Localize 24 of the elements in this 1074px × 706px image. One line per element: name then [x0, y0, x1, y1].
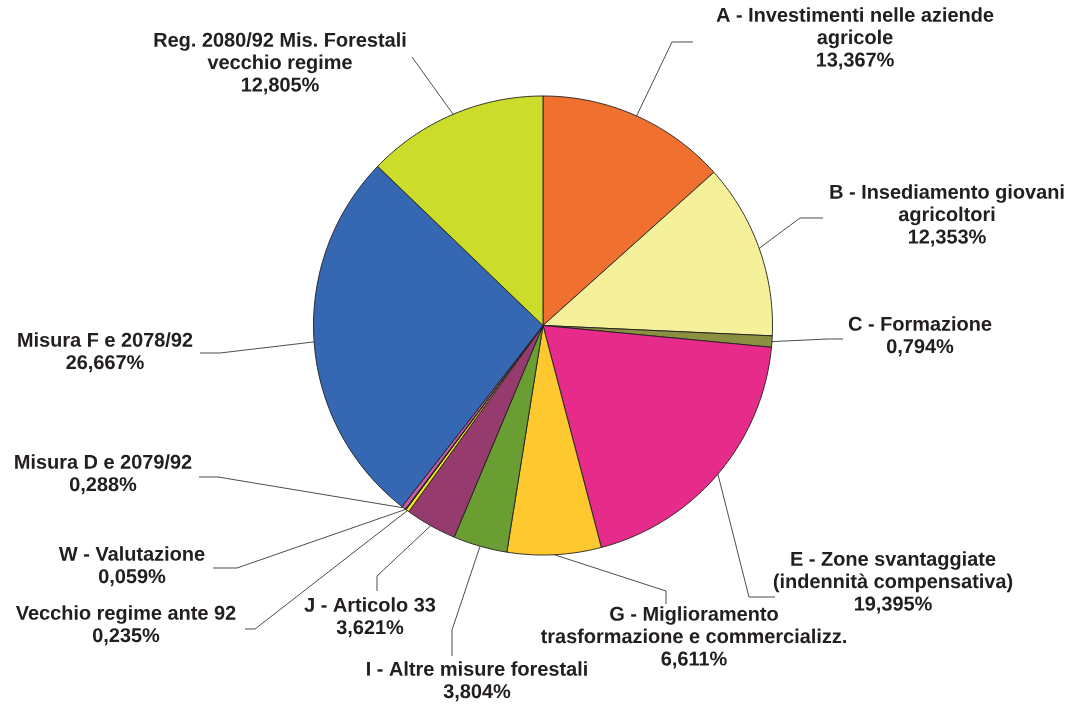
slice-label: Misura F e 2078/92 [18, 332, 193, 348]
data-label: 0,235% [92, 628, 160, 646]
data-label: 0,059% [98, 569, 166, 587]
data-label: 13,367% [816, 52, 894, 70]
slice-label: G - Miglioramento trasformazione e commercializz. [540, 606, 846, 644]
data-label: 0,288% [69, 477, 137, 495]
slice-label: Vecchio regime ante 92 [15, 605, 236, 624]
slice-label: I - Altre misure forestali [367, 661, 587, 676]
data-label: 3,621% [336, 620, 404, 638]
slice-label: E - Zone svantaggiate (indennità compensativa) [773, 551, 1013, 593]
slice-label: J - Articolo 33 [304, 597, 436, 612]
data-label: 3,804% [443, 684, 511, 702]
data-label: 12,805% [241, 77, 319, 95]
slice-label: A - Investimenti nelle aziende agricole [716, 7, 994, 49]
data-label: 19,395% [854, 596, 932, 614]
slice-label: B - Insediamento giovani agricoltori [830, 184, 1064, 226]
data-label: 0,794% [887, 339, 954, 357]
slice-label: Misura D e 2079/92 [15, 454, 192, 470]
data-label: 12,353% [908, 229, 986, 247]
slice-label: W - Valutazione [58, 546, 205, 561]
slice-label: Reg. 2080/92 Mis. Forestali vecchio regime [154, 32, 406, 74]
slice-label: C - Formazione [848, 316, 992, 331]
data-label: 26,667% [66, 355, 144, 373]
data-label: 6,611% [661, 651, 727, 669]
